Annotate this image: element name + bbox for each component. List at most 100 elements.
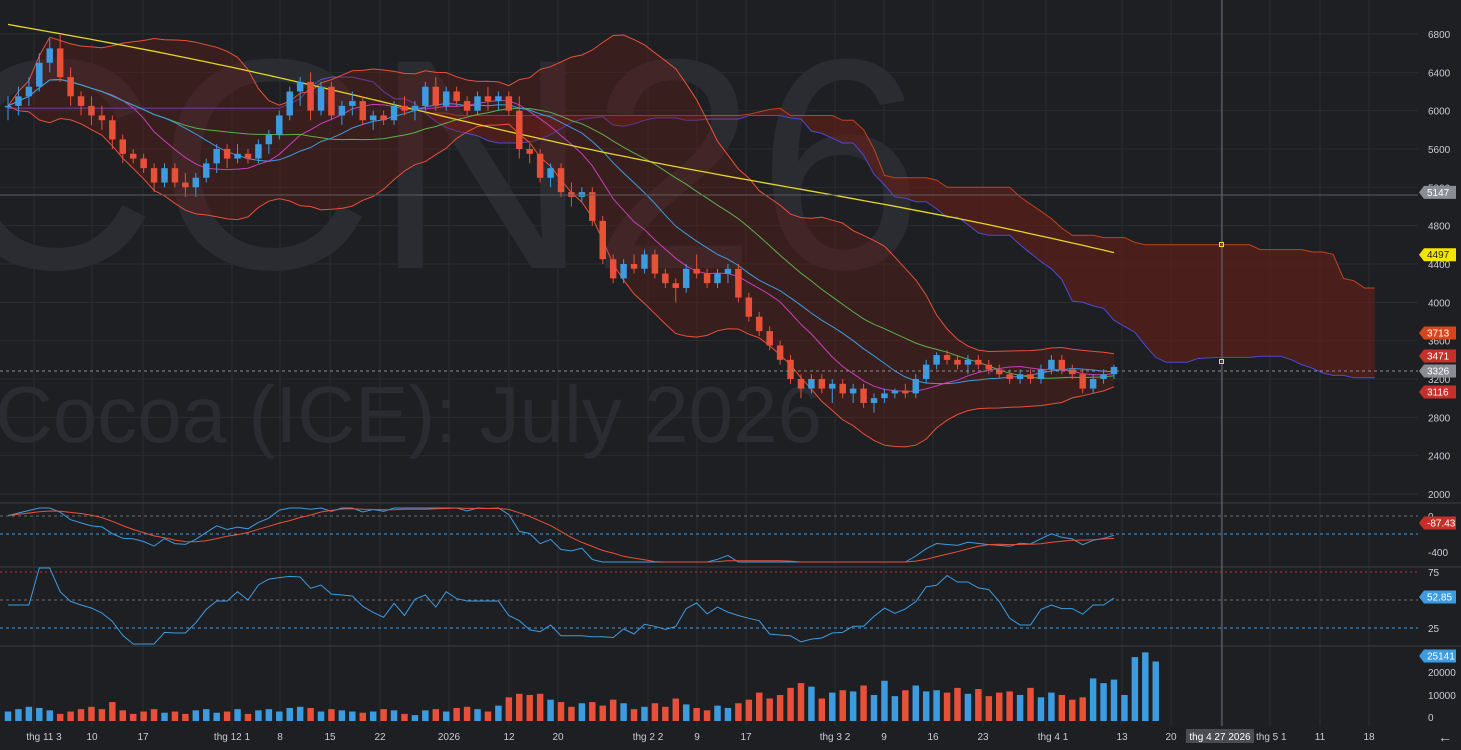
time-tick-label: 17 — [137, 732, 149, 743]
volume-bar — [922, 691, 930, 721]
volume-bar — [662, 706, 669, 721]
volume-bar — [213, 712, 220, 721]
volume-bar — [150, 709, 158, 721]
oscillator-1-panel — [0, 502, 1461, 563]
candle-body — [150, 168, 158, 183]
candle-body — [77, 96, 85, 106]
candle-body — [1110, 366, 1118, 375]
ma-blue — [7, 78, 1115, 385]
volume-bar — [682, 704, 690, 721]
candle-body — [641, 254, 648, 269]
candle-body — [369, 115, 377, 121]
volume-bar — [641, 706, 648, 721]
oscillator-2-panel — [0, 566, 1461, 645]
price-tag: 3713 — [1427, 329, 1450, 340]
candle-body — [776, 345, 784, 360]
volume-bar — [265, 709, 273, 721]
volume-bar — [453, 707, 460, 721]
bollinger-fill — [8, 35, 1114, 447]
volume-bar — [109, 702, 116, 721]
candle-body — [536, 153, 544, 178]
candle-body — [15, 96, 22, 106]
volume-bar — [15, 709, 22, 721]
bollinger-upper — [7, 34, 1115, 355]
volume-bar — [390, 710, 398, 721]
candle-body — [1079, 374, 1086, 389]
price-tick-label: 4000 — [1428, 298, 1451, 309]
candle-body — [964, 359, 972, 365]
scroll-to-realtime-button[interactable]: ← — [1438, 729, 1452, 745]
candle-body — [756, 316, 763, 332]
volume-bar — [119, 710, 127, 721]
candle-body — [276, 115, 283, 135]
volume-bar — [182, 713, 189, 721]
candle-body — [505, 96, 513, 111]
volume-bar — [578, 703, 586, 721]
volume-bar — [891, 696, 899, 721]
candle-body — [4, 105, 12, 108]
candle-body — [338, 105, 346, 116]
time-tick-label: 17 — [740, 732, 752, 743]
time-tick-label: thg 4 1 — [1038, 732, 1069, 743]
price-tag-bg — [1419, 185, 1456, 199]
price-tag: 3326 — [1427, 367, 1450, 378]
candle-body — [881, 393, 888, 399]
volume-bar — [349, 711, 356, 721]
candle-body — [432, 86, 440, 106]
volume-bar — [839, 690, 846, 721]
price-tick-label: 6400 — [1428, 68, 1451, 79]
volume-bar — [36, 707, 43, 721]
candle-body — [411, 105, 419, 111]
volume-bar — [568, 706, 575, 721]
volume-bar — [797, 683, 805, 721]
candle-body — [380, 115, 387, 121]
volume-bar — [140, 711, 147, 721]
candle-body — [516, 110, 523, 149]
volume-bar — [98, 709, 106, 721]
osc2-tick-label: 25 — [1428, 624, 1440, 635]
volume-bar — [203, 709, 210, 721]
volume-bar — [495, 705, 502, 721]
candle-body — [495, 96, 502, 102]
ichimoku-cloud — [8, 76, 1375, 379]
time-tick-label: thg 12 1 — [214, 732, 251, 743]
volume-bar — [161, 712, 168, 721]
candle-body — [161, 168, 168, 183]
candle-body — [422, 86, 429, 106]
candle-body — [255, 144, 262, 159]
crosshair — [0, 0, 1418, 726]
volume-bar — [223, 711, 231, 721]
time-tick-label: thg 11 3 — [26, 732, 62, 743]
candle-body — [317, 86, 325, 111]
volume-bar — [401, 713, 408, 721]
candle-body — [1058, 359, 1066, 370]
ma-magenta — [7, 78, 1115, 392]
volume-tick-label: 10000 — [1428, 691, 1456, 702]
ma-long-yellow — [7, 23, 1115, 254]
candle-body — [203, 163, 210, 178]
volume-bar — [1110, 679, 1118, 721]
candle-body — [766, 331, 773, 346]
candle-body — [463, 101, 471, 111]
price-tag: 3471 — [1427, 352, 1450, 363]
volume-bar — [505, 697, 513, 721]
candle-body — [359, 101, 366, 121]
volume-bar — [129, 713, 137, 721]
volume-bar — [943, 692, 951, 721]
price-tag-bg — [1419, 349, 1456, 363]
watermark-name: Cocoa (ICE): July 2026 — [0, 370, 822, 459]
candle-body — [745, 297, 753, 317]
candle-body — [296, 81, 304, 92]
volume-tag-bg — [1419, 649, 1456, 663]
volume-bar — [442, 711, 450, 721]
volume-bar — [609, 699, 617, 721]
osc2-tag: 52.85 — [1427, 593, 1452, 604]
time-tick-label: thg 2 2 — [633, 732, 664, 743]
volume-bar — [630, 709, 638, 721]
volume-bar — [422, 710, 429, 721]
volume-bar — [474, 709, 481, 721]
volume-bar — [1131, 657, 1139, 721]
volume-tick-label: 0 — [1428, 713, 1434, 724]
osc1-tag: -87.43 — [1427, 519, 1456, 530]
